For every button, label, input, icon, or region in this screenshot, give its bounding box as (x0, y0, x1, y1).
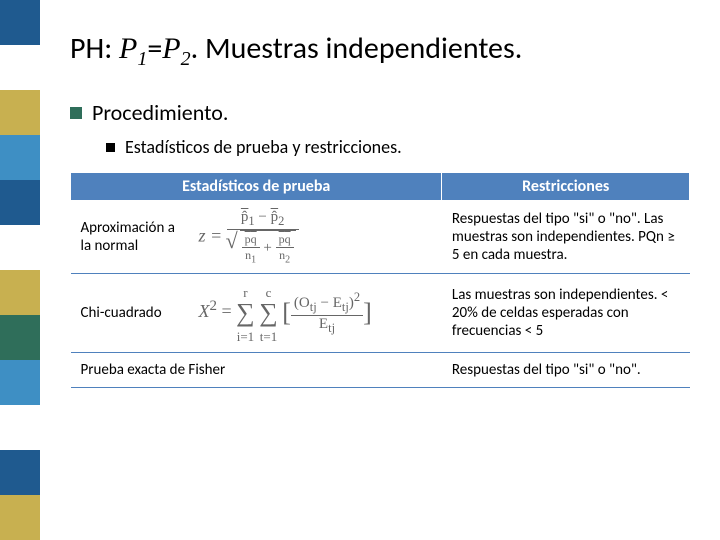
stripe (0, 225, 40, 270)
bullet-icon (106, 143, 115, 152)
stripe (0, 495, 40, 540)
table-row: Chi-cuadrado X2 = r ∑ i=1 c ∑ t (71, 274, 690, 353)
formula-chi: X2 = r ∑ i=1 c ∑ t=1 [ (199, 282, 372, 344)
stripe (0, 0, 40, 45)
bullet-text: Estadísticos de prueba y restricciones. (125, 136, 402, 158)
title-suffix: . Muestras independientes. (191, 30, 523, 67)
title-p2: P (162, 32, 180, 65)
row-name: Prueba exacta de Fisher (71, 353, 442, 388)
title-sub2: 2 (181, 48, 191, 70)
stripe (0, 180, 40, 225)
stripe (0, 270, 40, 315)
decorative-sidebar (0, 0, 40, 540)
bullet-icon (70, 107, 82, 119)
stripe (0, 405, 40, 450)
table-row: Prueba exacta de Fisher Respuestas del t… (71, 353, 690, 388)
stripe (0, 90, 40, 135)
table-row: Aproximación a la normal z = p̂1 − p̂2 p… (71, 201, 690, 274)
title-prefix: PH: (70, 30, 119, 67)
bullet-text: Procedimiento. (92, 99, 228, 126)
slide-content: PH: P1=P2. Muestras independientes. Proc… (70, 30, 690, 388)
stripe (0, 135, 40, 180)
stripe (0, 45, 40, 90)
row-name: Aproximación a la normal (81, 219, 181, 255)
title-p1: P (119, 32, 137, 65)
bullet-level2: Estadísticos de prueba y restricciones. (106, 136, 690, 158)
formula-z: z = p̂1 − p̂2 pqn1 + pqn2 (199, 209, 299, 265)
row-name: Chi-cuadrado (81, 304, 181, 322)
row-restr: Respuestas del tipo "si" o "no". (442, 353, 690, 388)
stripe (0, 360, 40, 405)
row-restr: Respuestas del tipo "si" o "no". Las mue… (442, 201, 690, 274)
title-eq: = (147, 30, 162, 67)
title-sub1: 1 (137, 48, 147, 70)
stripe (0, 450, 40, 495)
th-restr: Restricciones (442, 173, 690, 201)
row-restr: Las muestras son independientes. < 20% d… (442, 274, 690, 353)
stats-table: Estadísticos de prueba Restricciones Apr… (70, 172, 690, 388)
th-stat: Estadísticos de prueba (71, 173, 442, 201)
stripe (0, 315, 40, 360)
page-title: PH: P1=P2. Muestras independientes. (70, 30, 690, 71)
bullet-level1: Procedimiento. (70, 99, 690, 126)
